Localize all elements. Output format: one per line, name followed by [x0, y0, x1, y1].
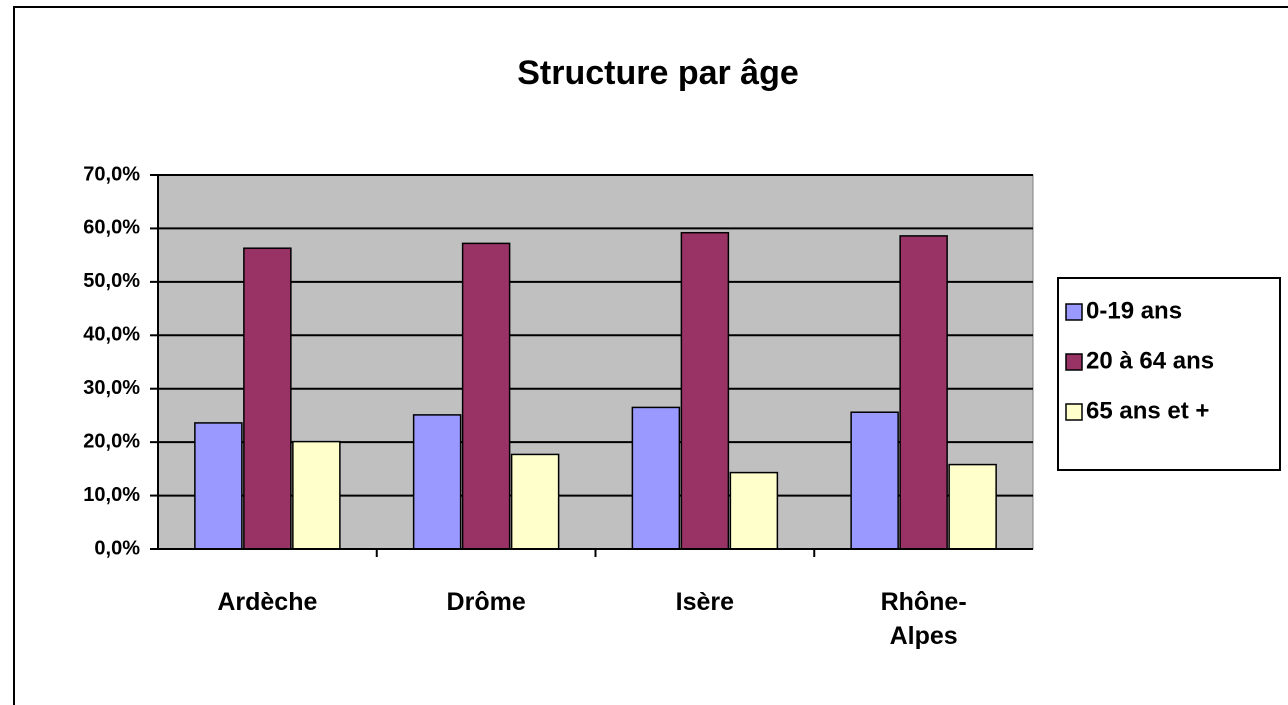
x-tick-label: Ardèche	[217, 588, 318, 616]
x-tick-label: Drôme	[446, 588, 526, 616]
bar	[631, 406, 681, 550]
chart-border	[13, 6, 1288, 705]
legend-swatch	[1065, 353, 1083, 371]
bar	[412, 414, 462, 550]
y-tick-label: 20,0%	[83, 430, 140, 452]
y-tick-label: 10,0%	[83, 484, 140, 506]
legend-label: 20 à 64 ans	[1086, 347, 1214, 374]
x-tick-label: Rhône-Alpes	[880, 588, 967, 650]
y-tick-label: 30,0%	[83, 377, 140, 399]
y-tick-label: 0,0%	[94, 537, 140, 559]
bar	[510, 453, 560, 550]
bar	[729, 471, 779, 550]
y-tick-label: 60,0%	[83, 217, 140, 239]
y-tick-label: 40,0%	[83, 324, 140, 346]
legend-box	[1057, 277, 1281, 471]
y-tick-label: 50,0%	[83, 270, 140, 292]
legend-label: 0-19 ans	[1086, 297, 1182, 324]
legend-swatch	[1065, 403, 1083, 421]
bar	[243, 247, 292, 550]
bar	[680, 231, 730, 550]
bar	[194, 422, 243, 550]
bar	[850, 411, 899, 550]
bar	[899, 235, 948, 550]
chart-title: Structure par âge	[517, 54, 799, 92]
bar	[461, 242, 511, 550]
bar	[948, 463, 997, 550]
legend-swatch	[1065, 303, 1083, 321]
y-tick-label: 70,0%	[83, 163, 140, 185]
x-tick-label: Isère	[675, 588, 735, 616]
legend-label: 65 ans et +	[1086, 397, 1209, 424]
bar	[292, 440, 341, 550]
